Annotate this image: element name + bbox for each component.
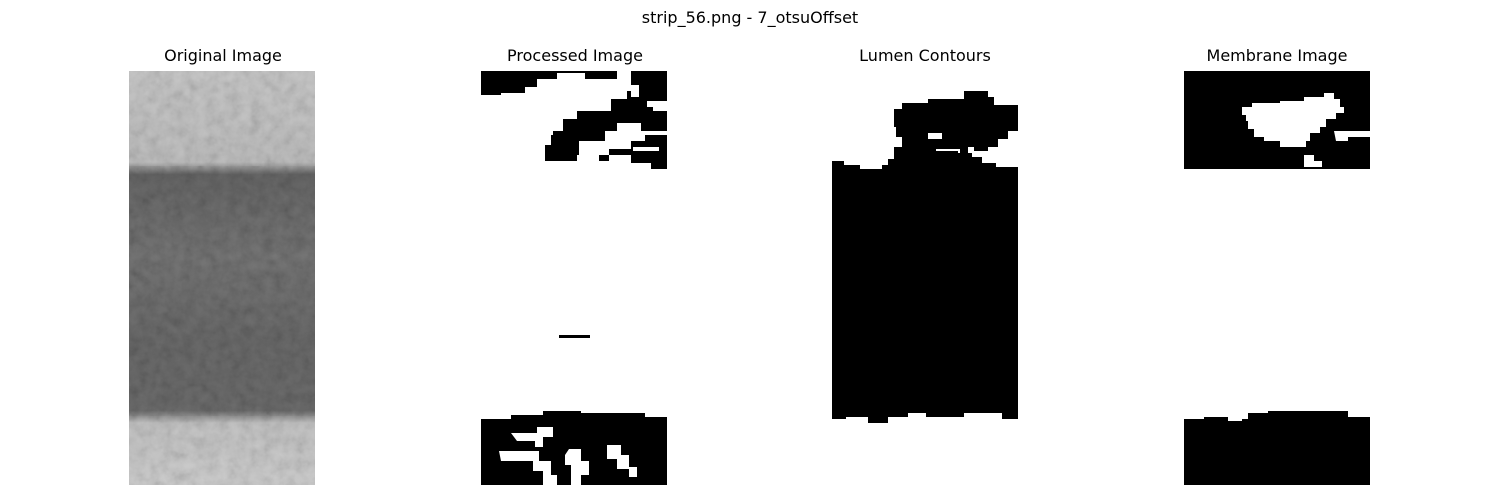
panel-title-membrane: Membrane Image xyxy=(1206,46,1348,65)
panel-original-image xyxy=(129,71,315,485)
processed-image-graphic xyxy=(481,71,667,485)
panel-title-lumen: Lumen Contours xyxy=(859,46,991,65)
panel-title-processed: Processed Image xyxy=(507,46,643,65)
membrane-image-graphic xyxy=(1184,71,1370,485)
panel-lumen-contours xyxy=(832,71,1018,485)
lumen-contours-graphic xyxy=(832,71,1018,485)
panel-title-original: Original Image xyxy=(164,46,282,65)
panel-membrane-image xyxy=(1184,71,1370,485)
original-image-graphic xyxy=(129,71,315,485)
figure-suptitle: strip_56.png - 7_otsuOffset xyxy=(641,8,859,27)
panel-processed-image xyxy=(481,71,667,485)
